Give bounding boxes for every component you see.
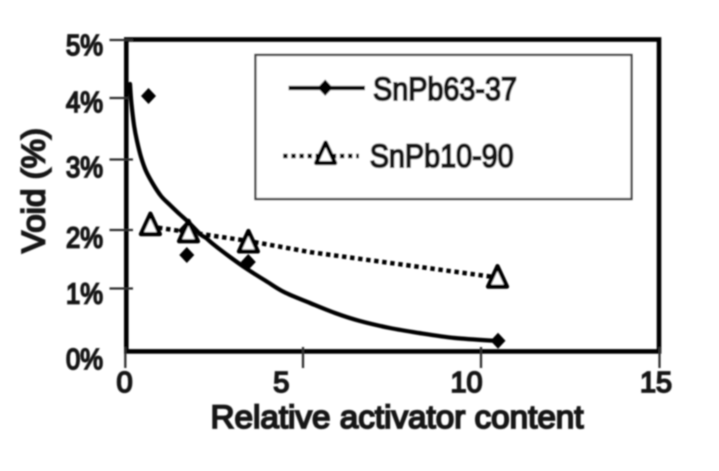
svg-text:SnPb10-90: SnPb10-90 [370, 138, 514, 174]
svg-text:0: 0 [117, 367, 133, 399]
svg-text:15: 15 [640, 367, 672, 399]
svg-text:5%: 5% [66, 30, 103, 62]
svg-text:1%: 1% [66, 278, 103, 310]
svg-text:SnPb63-37: SnPb63-37 [373, 71, 517, 107]
svg-text:2%: 2% [66, 222, 103, 254]
svg-text:3%: 3% [66, 152, 103, 184]
svg-text:10: 10 [451, 367, 483, 399]
svg-text:0%: 0% [66, 344, 103, 376]
svg-text:Relative activator content: Relative activator content [211, 399, 584, 435]
svg-text:Void (%): Void (%) [16, 128, 52, 253]
svg-text:4%: 4% [66, 87, 103, 119]
svg-text:5: 5 [273, 367, 289, 399]
